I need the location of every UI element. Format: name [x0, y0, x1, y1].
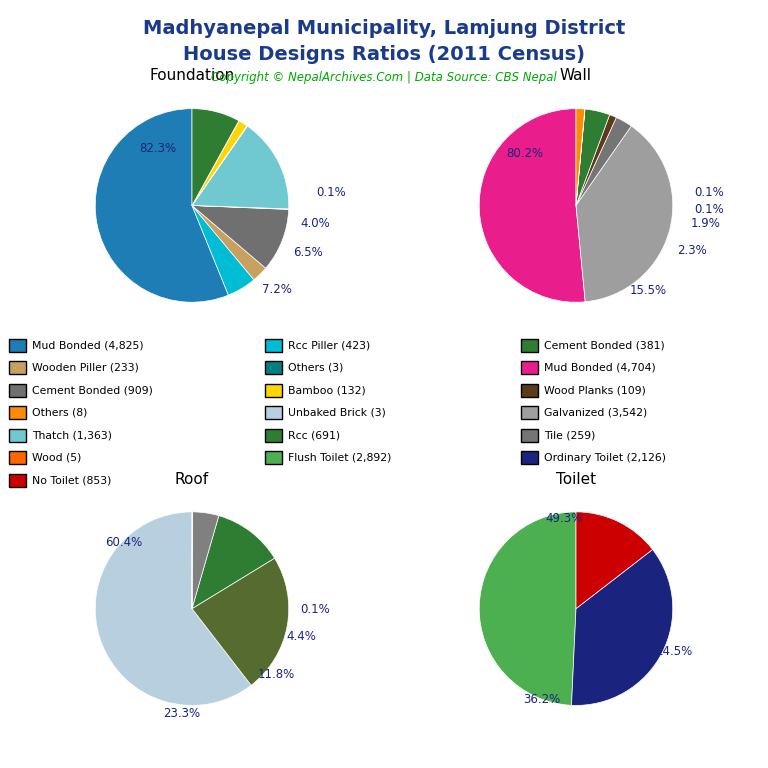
Text: Others (3): Others (3) [288, 362, 343, 372]
Text: 14.5%: 14.5% [655, 645, 693, 658]
Wedge shape [576, 109, 584, 206]
Text: Galvanized (3,542): Galvanized (3,542) [545, 408, 647, 418]
Text: Madhyanepal Municipality, Lamjung District: Madhyanepal Municipality, Lamjung Distri… [143, 19, 625, 38]
Wedge shape [192, 126, 247, 206]
FancyBboxPatch shape [521, 339, 538, 352]
Wedge shape [95, 109, 228, 302]
Wedge shape [192, 126, 289, 209]
Text: 11.8%: 11.8% [258, 668, 295, 681]
Text: House Designs Ratios (2011 Census): House Designs Ratios (2011 Census) [183, 45, 585, 64]
Wedge shape [192, 206, 289, 268]
Text: Thatch (1,363): Thatch (1,363) [32, 430, 112, 440]
Text: 49.3%: 49.3% [545, 511, 582, 525]
Title: Roof: Roof [175, 472, 209, 486]
Wedge shape [192, 121, 247, 206]
Title: Wall: Wall [560, 68, 592, 83]
Text: 80.2%: 80.2% [506, 147, 544, 160]
Text: 15.5%: 15.5% [629, 284, 667, 297]
Text: 4.4%: 4.4% [286, 630, 316, 643]
Text: Cement Bonded (909): Cement Bonded (909) [32, 386, 153, 396]
Wedge shape [479, 511, 576, 705]
Wedge shape [192, 206, 266, 280]
Text: Tile (259): Tile (259) [545, 430, 596, 440]
FancyBboxPatch shape [265, 361, 282, 375]
Wedge shape [192, 206, 289, 210]
Wedge shape [192, 558, 289, 685]
Text: 7.2%: 7.2% [262, 283, 292, 296]
Wedge shape [479, 109, 585, 302]
Text: Wood Planks (109): Wood Planks (109) [545, 386, 646, 396]
Text: 60.4%: 60.4% [105, 536, 142, 549]
Title: Toilet: Toilet [556, 472, 596, 486]
Wedge shape [95, 511, 251, 705]
FancyBboxPatch shape [9, 383, 26, 397]
Wedge shape [576, 114, 617, 206]
Text: Copyright © NepalArchives.Com | Data Source: CBS Nepal: Copyright © NepalArchives.Com | Data Sou… [211, 71, 557, 84]
Text: Rcc (691): Rcc (691) [288, 430, 340, 440]
Text: Unbaked Brick (3): Unbaked Brick (3) [288, 408, 386, 418]
Wedge shape [576, 109, 610, 206]
FancyBboxPatch shape [521, 406, 538, 419]
Text: 4.0%: 4.0% [300, 217, 330, 230]
Text: 1.9%: 1.9% [690, 217, 720, 230]
FancyBboxPatch shape [265, 451, 282, 465]
Text: 82.3%: 82.3% [139, 142, 176, 155]
Wedge shape [576, 511, 653, 608]
Wedge shape [192, 121, 239, 206]
Wedge shape [192, 109, 239, 206]
FancyBboxPatch shape [521, 451, 538, 465]
Text: 0.1%: 0.1% [694, 204, 723, 216]
FancyBboxPatch shape [9, 429, 26, 442]
FancyBboxPatch shape [9, 451, 26, 465]
FancyBboxPatch shape [265, 339, 282, 352]
FancyBboxPatch shape [521, 383, 538, 397]
Text: 2.3%: 2.3% [677, 243, 707, 257]
Wedge shape [571, 549, 673, 705]
FancyBboxPatch shape [521, 361, 538, 375]
Wedge shape [192, 206, 254, 295]
Text: Mud Bonded (4,825): Mud Bonded (4,825) [32, 340, 144, 350]
Text: Wooden Piller (233): Wooden Piller (233) [32, 362, 139, 372]
Text: Others (8): Others (8) [32, 408, 88, 418]
Text: 36.2%: 36.2% [523, 694, 560, 707]
Text: Rcc Piller (423): Rcc Piller (423) [288, 340, 370, 350]
Text: Bamboo (132): Bamboo (132) [288, 386, 366, 396]
Text: Flush Toilet (2,892): Flush Toilet (2,892) [288, 453, 392, 463]
Wedge shape [576, 126, 673, 302]
Text: Cement Bonded (381): Cement Bonded (381) [545, 340, 665, 350]
FancyBboxPatch shape [265, 406, 282, 419]
FancyBboxPatch shape [9, 474, 26, 487]
Text: Ordinary Toilet (2,126): Ordinary Toilet (2,126) [545, 453, 667, 463]
Text: 23.3%: 23.3% [163, 707, 200, 720]
Text: Wood (5): Wood (5) [32, 453, 81, 463]
Wedge shape [192, 126, 247, 206]
FancyBboxPatch shape [265, 383, 282, 397]
Title: Foundation: Foundation [149, 68, 235, 83]
Wedge shape [576, 118, 631, 206]
Text: 0.1%: 0.1% [300, 604, 330, 617]
Text: No Toilet (853): No Toilet (853) [32, 475, 111, 485]
FancyBboxPatch shape [9, 339, 26, 352]
Wedge shape [192, 512, 219, 608]
FancyBboxPatch shape [521, 429, 538, 442]
Wedge shape [576, 109, 585, 206]
FancyBboxPatch shape [9, 361, 26, 375]
Wedge shape [192, 515, 275, 608]
FancyBboxPatch shape [265, 429, 282, 442]
Text: 0.1%: 0.1% [694, 186, 723, 199]
FancyBboxPatch shape [9, 406, 26, 419]
Text: 0.1%: 0.1% [316, 186, 346, 199]
Text: Mud Bonded (4,704): Mud Bonded (4,704) [545, 362, 656, 372]
Text: 6.5%: 6.5% [293, 246, 323, 259]
